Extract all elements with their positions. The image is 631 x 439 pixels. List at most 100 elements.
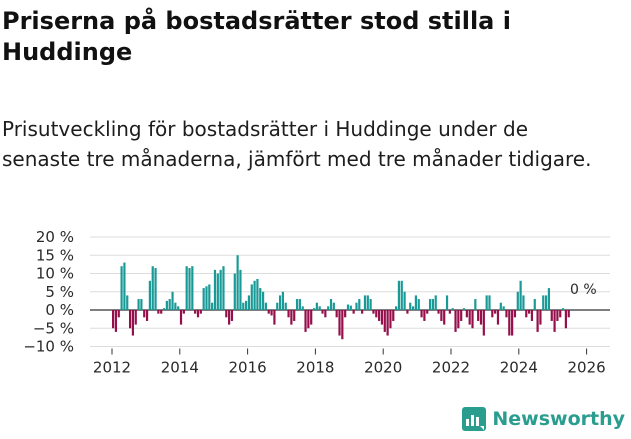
y-tick-label: 20 % [36, 228, 74, 246]
bar [474, 299, 477, 310]
bar [454, 310, 457, 332]
bar [547, 288, 551, 310]
bar [236, 255, 239, 310]
bar [245, 300, 248, 311]
y-tick-label: 5 % [45, 283, 74, 301]
x-tick-label: 2026 [568, 359, 606, 377]
bar [225, 310, 228, 318]
bar [137, 299, 140, 310]
bar [160, 310, 163, 314]
bar [505, 310, 508, 318]
bar [188, 268, 191, 310]
bar [389, 310, 392, 329]
bar [250, 284, 253, 310]
bar [327, 306, 330, 310]
bar [194, 310, 197, 314]
bar [148, 280, 151, 310]
bar [270, 310, 273, 316]
bar [174, 302, 177, 310]
y-tick-label: 15 % [36, 246, 74, 264]
bar [222, 266, 225, 310]
last-value-annotation: 0 % [570, 282, 597, 298]
bar [361, 310, 364, 314]
bar [312, 308, 316, 310]
bar [511, 310, 514, 336]
bar [460, 310, 463, 321]
bar [259, 288, 262, 310]
y-tick-label: −10 % [23, 338, 74, 356]
bar [165, 300, 168, 311]
bar [465, 310, 468, 318]
x-tick-label: 2012 [93, 359, 131, 377]
bar [281, 291, 284, 310]
bar [112, 310, 115, 329]
bar [278, 295, 282, 310]
y-tick-label: 10 % [36, 265, 74, 283]
bars [112, 255, 570, 340]
chart-title: Priserna på bostadsrätter stod stilla i … [2, 7, 511, 66]
bar [230, 310, 234, 321]
bar [117, 310, 120, 318]
bar [451, 308, 454, 310]
bar [550, 310, 553, 321]
x-tick-label: 2022 [432, 359, 470, 377]
bar [437, 310, 440, 314]
bar [216, 273, 219, 310]
newsworthy-logo-text: Newsworthy [492, 408, 625, 430]
y-tick-label: 0 % [45, 301, 74, 319]
bar [428, 299, 432, 310]
bar [530, 310, 534, 321]
bar [397, 280, 401, 310]
bar [434, 295, 437, 310]
bar [516, 291, 519, 310]
bar [491, 310, 494, 318]
bar [372, 310, 375, 314]
bar [298, 299, 301, 310]
bar [162, 308, 166, 310]
bar [411, 306, 415, 310]
bar [205, 286, 208, 310]
x-tick-label: 2024 [500, 359, 538, 377]
bar [378, 310, 381, 321]
bar [276, 302, 279, 310]
bar [423, 310, 426, 321]
y-axis-labels: −10 %−5 %0 %5 %10 %15 %20 % [23, 228, 74, 356]
bar [556, 310, 559, 321]
bar [366, 295, 369, 310]
bar [352, 310, 355, 314]
bar [403, 291, 406, 310]
x-tick-label: 2016 [229, 359, 267, 377]
bar [499, 302, 502, 310]
bar [123, 262, 126, 310]
bar [318, 306, 321, 310]
bar [383, 310, 386, 332]
bar [284, 302, 287, 310]
bar [445, 295, 449, 310]
x-tick-label: 2014 [161, 359, 199, 377]
bar [406, 310, 409, 314]
bar [525, 310, 528, 318]
bar [321, 310, 324, 314]
bar [128, 310, 132, 329]
bar [471, 310, 474, 329]
bar-chart: −10 %−5 %0 %5 %10 %15 %20 % 2012 2014 2016… [23, 228, 610, 377]
bar [202, 288, 205, 310]
bar [179, 310, 183, 325]
bar [151, 266, 154, 310]
bar [485, 295, 488, 310]
bar [267, 310, 270, 314]
bar [134, 310, 137, 325]
bar [182, 310, 185, 314]
bar [542, 295, 545, 310]
bar [508, 310, 511, 336]
bar [426, 310, 429, 314]
bar [177, 306, 180, 310]
newsworthy-logo[interactable]: Newsworthy [462, 404, 625, 434]
bar [539, 310, 542, 325]
bar [349, 305, 352, 310]
bar [553, 310, 556, 332]
bar [273, 310, 276, 325]
x-tick-label: 2020 [364, 359, 402, 377]
bar [536, 310, 539, 332]
bar [315, 302, 318, 310]
